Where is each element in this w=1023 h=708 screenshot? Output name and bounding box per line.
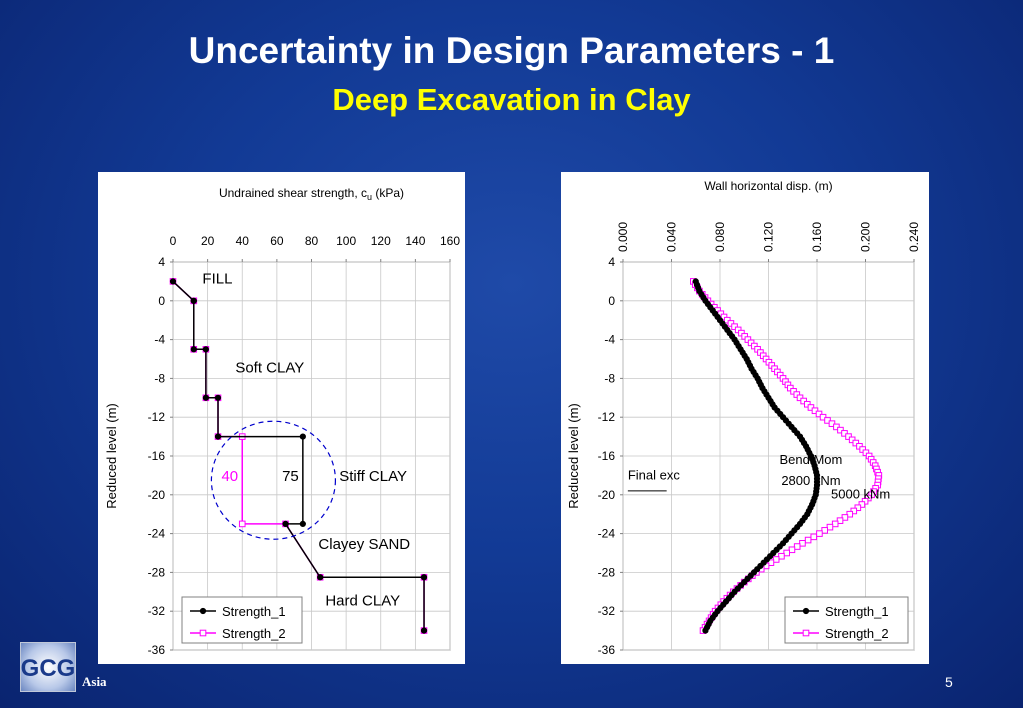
y-tick-label: -12	[148, 410, 166, 424]
x-tick-label: 20	[201, 234, 215, 248]
data-point	[299, 433, 306, 440]
series-1	[169, 278, 428, 634]
series-1	[692, 278, 821, 634]
x-tick-label: 0.000	[616, 222, 630, 252]
y-tick-label: 0	[158, 294, 165, 308]
legend-marker	[802, 607, 810, 615]
legend-marker	[802, 629, 810, 637]
y-tick-label: -36	[148, 643, 166, 657]
strength-chart-panel: Undrained shear strength, cu (kPa) Reduce…	[98, 172, 465, 664]
y-tick-label: -12	[598, 410, 616, 424]
data-point	[169, 278, 177, 285]
data-point	[190, 297, 197, 304]
chart-title-subscript: u	[367, 192, 372, 202]
chart-annotation: Stiff CLAY	[339, 468, 407, 485]
x-tick-label: 140	[405, 234, 425, 248]
data-point	[190, 346, 197, 353]
chart-annotation: FILL	[202, 270, 232, 287]
displacement-chart-panel: Wall horizontal disp. (m) Reduced level (…	[561, 172, 929, 664]
x-tick-label: 0.120	[762, 222, 776, 252]
data-point	[810, 533, 818, 541]
data-point	[420, 627, 428, 634]
highlight-circle	[210, 420, 337, 540]
legend-label: Strength_2	[222, 626, 286, 641]
x-tick-label: 0.040	[665, 222, 679, 252]
company-logo: GCG	[20, 642, 76, 692]
chart-title-main: Undrained shear strength, c	[219, 186, 367, 200]
y-tick-label: -32	[148, 604, 166, 618]
data-point	[299, 520, 306, 527]
chart-title-end: (kPa)	[372, 186, 404, 200]
y-tick-label: -16	[148, 449, 166, 463]
x-tick-label: 0.240	[907, 222, 921, 252]
x-tick-label: 0.080	[713, 222, 727, 252]
y-tick-label: -16	[598, 449, 616, 463]
legend: Strength_1 Strength_2	[181, 596, 303, 644]
x-tick-label: 0.160	[810, 222, 824, 252]
x-tick-label: 40	[236, 234, 250, 248]
data-point	[816, 530, 823, 537]
data-point	[420, 574, 428, 581]
chart-annotation: 75	[282, 468, 299, 485]
x-tick-label: 80	[305, 234, 319, 248]
x-tick-label: 160	[440, 234, 460, 248]
displacement-chart: Wall horizontal disp. (m) Reduced level (…	[566, 179, 921, 657]
chart-annotation: 5000 kNm	[831, 487, 890, 502]
chart-annotation: Hard CLAY	[325, 592, 400, 609]
page-number: 5	[945, 674, 953, 690]
chart-title: Wall horizontal disp. (m)	[704, 179, 832, 193]
brand-label: Asia	[82, 674, 107, 689]
y-tick-label: -28	[598, 565, 616, 579]
y-tick-label: 0	[608, 294, 615, 308]
chart-annotation: Bend Mom	[780, 452, 843, 467]
y-axis-label: Reduced level (m)	[566, 403, 581, 509]
slide-title: Uncertainty in Design Parameters - 1	[188, 30, 835, 71]
y-tick-label: 4	[608, 255, 615, 269]
y-tick-label: -36	[598, 643, 616, 657]
y-tick-label: -8	[154, 371, 165, 385]
chart-title: Undrained shear strength, cu (kPa)	[219, 186, 404, 202]
legend-marker	[199, 629, 207, 637]
data-point	[702, 627, 709, 634]
chart-annotation: 2800 kNm	[781, 473, 840, 488]
logo-lettering: GCG	[21, 655, 75, 682]
chart-annotation: Soft CLAY	[235, 360, 304, 377]
legend-marker	[199, 607, 207, 615]
x-tick-label: 60	[270, 234, 284, 248]
y-tick-label: -24	[598, 527, 616, 541]
y-tick-label: -20	[148, 488, 166, 502]
x-tick-label: 100	[336, 234, 356, 248]
legend-label: Strength_1	[222, 604, 286, 619]
y-tick-label: -24	[148, 527, 166, 541]
y-tick-label: -4	[604, 333, 615, 347]
x-tick-label: 0.200	[859, 222, 873, 252]
data-point	[214, 394, 222, 401]
x-tick-label: 120	[371, 234, 391, 248]
y-tick-label: -20	[598, 488, 616, 502]
strength-chart: Undrained shear strength, cu (kPa) Reduce…	[104, 186, 460, 657]
y-tick-label: -32	[598, 604, 616, 618]
legend: Strength_1 Strength_2	[784, 596, 909, 644]
x-tick-label: 0	[170, 234, 177, 248]
y-tick-label: -8	[604, 371, 615, 385]
y-tick-label: -28	[148, 565, 166, 579]
data-point	[202, 394, 209, 401]
chart-annotation: Final exc	[628, 467, 681, 482]
data-point	[202, 346, 209, 353]
data-point	[282, 520, 289, 527]
legend-label: Strength_1	[825, 604, 889, 619]
chart-annotation: Clayey SAND	[318, 536, 410, 553]
chart-annotation: 40	[221, 468, 238, 485]
legend-label: Strength_2	[825, 626, 889, 641]
slide-subtitle: Deep Excavation in Clay	[332, 82, 691, 117]
y-tick-label: 4	[158, 255, 165, 269]
y-axis-label: Reduced level (m)	[104, 403, 119, 509]
data-point	[214, 433, 222, 440]
y-tick-label: -4	[154, 333, 165, 347]
data-point	[238, 520, 246, 528]
data-point	[804, 536, 812, 544]
data-point	[317, 574, 324, 581]
